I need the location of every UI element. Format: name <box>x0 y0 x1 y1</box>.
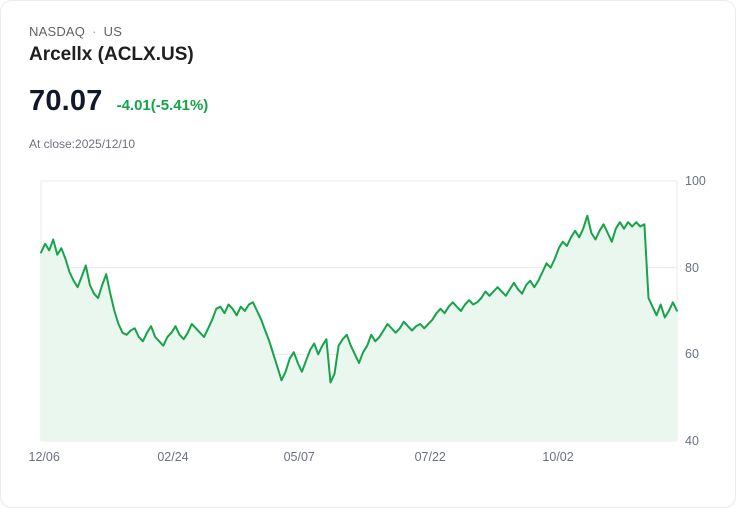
close-date: 2025/12/10 <box>75 137 136 151</box>
x-axis-label: 02/24 <box>157 450 189 464</box>
y-axis-label: 100 <box>685 174 706 188</box>
x-axis-label: 12/06 <box>28 450 60 464</box>
y-axis-label: 60 <box>685 347 699 361</box>
at-close-info: At close:2025/12/10 <box>29 137 135 151</box>
x-axis-label: 05/07 <box>283 450 315 464</box>
exchange-row: NASDAQ · US <box>29 24 122 39</box>
current-price: 70.07 <box>29 85 103 117</box>
separator-dot: · <box>92 24 97 39</box>
page-title: Arcellx (ACLX.US) <box>29 44 194 65</box>
x-axis-label: 07/22 <box>414 450 446 464</box>
exchange-label: NASDAQ <box>29 24 86 39</box>
price-row: 70.07 -4.01(-5.41%) <box>29 85 208 118</box>
y-axis-label: 40 <box>685 434 699 448</box>
region-label: US <box>103 24 123 39</box>
x-axis-label: 10/02 <box>542 450 574 464</box>
y-axis-label: 80 <box>685 261 699 275</box>
price-change: -4.01(-5.41%) <box>116 97 209 114</box>
at-close-label: At close: <box>29 137 76 151</box>
